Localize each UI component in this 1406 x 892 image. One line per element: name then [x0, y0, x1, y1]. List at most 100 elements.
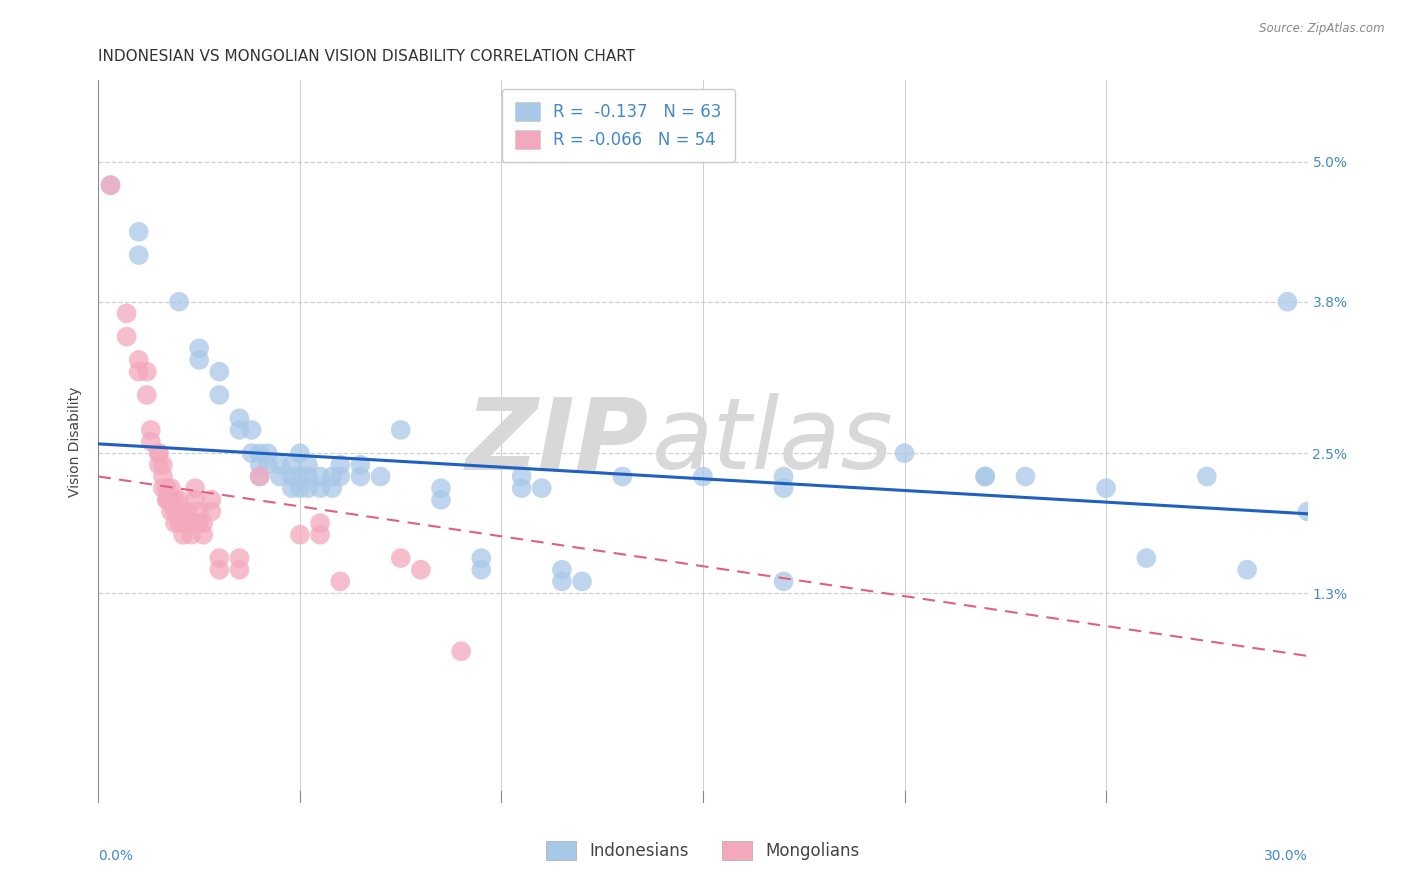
Point — [193, 516, 215, 530]
Point — [249, 446, 271, 460]
Point — [160, 504, 183, 518]
Text: Source: ZipAtlas.com: Source: ZipAtlas.com — [1260, 22, 1385, 36]
Point — [288, 481, 311, 495]
Point — [510, 481, 533, 495]
Point — [288, 469, 311, 483]
Point — [309, 528, 332, 542]
Point — [329, 458, 352, 472]
Point — [551, 574, 574, 589]
Point — [208, 563, 231, 577]
Point — [772, 481, 794, 495]
Point — [128, 225, 150, 239]
Point — [510, 469, 533, 483]
Point — [172, 504, 194, 518]
Point — [228, 551, 250, 566]
Point — [100, 178, 122, 193]
Point — [163, 492, 186, 507]
Point — [309, 469, 332, 483]
Point — [128, 365, 150, 379]
Point — [1236, 563, 1258, 577]
Point — [163, 516, 186, 530]
Point — [152, 458, 174, 472]
Point — [571, 574, 593, 589]
Point — [288, 528, 311, 542]
Point — [152, 469, 174, 483]
Point — [389, 551, 412, 566]
Point — [409, 563, 432, 577]
Text: atlas: atlas — [652, 393, 894, 490]
Point — [1277, 294, 1299, 309]
Point — [148, 446, 170, 460]
Point — [893, 446, 915, 460]
Point — [249, 469, 271, 483]
Y-axis label: Vision Disability: Vision Disability — [69, 386, 83, 497]
Point — [249, 458, 271, 472]
Point — [309, 481, 332, 495]
Point — [148, 446, 170, 460]
Point — [184, 481, 207, 495]
Point — [135, 388, 157, 402]
Point — [321, 481, 343, 495]
Point — [188, 516, 211, 530]
Text: 0.0%: 0.0% — [98, 849, 134, 863]
Point — [470, 551, 492, 566]
Point — [269, 458, 291, 472]
Point — [974, 469, 997, 483]
Point — [329, 574, 352, 589]
Point — [974, 469, 997, 483]
Point — [309, 516, 332, 530]
Text: INDONESIAN VS MONGOLIAN VISION DISABILITY CORRELATION CHART: INDONESIAN VS MONGOLIAN VISION DISABILIT… — [98, 49, 636, 64]
Point — [180, 528, 202, 542]
Point — [228, 563, 250, 577]
Point — [1135, 551, 1157, 566]
Point — [692, 469, 714, 483]
Point — [551, 563, 574, 577]
Point — [208, 551, 231, 566]
Point — [1195, 469, 1218, 483]
Point — [612, 469, 634, 483]
Point — [288, 446, 311, 460]
Point — [167, 294, 190, 309]
Point — [128, 248, 150, 262]
Point — [349, 458, 371, 472]
Point — [256, 446, 278, 460]
Point — [281, 481, 304, 495]
Point — [297, 458, 319, 472]
Point — [200, 492, 222, 507]
Text: ZIP: ZIP — [465, 393, 648, 490]
Point — [228, 411, 250, 425]
Point — [148, 458, 170, 472]
Point — [193, 528, 215, 542]
Point — [370, 469, 392, 483]
Point — [160, 481, 183, 495]
Point — [188, 504, 211, 518]
Point — [167, 492, 190, 507]
Point — [200, 504, 222, 518]
Point — [160, 492, 183, 507]
Point — [176, 516, 198, 530]
Point — [180, 516, 202, 530]
Point — [297, 469, 319, 483]
Point — [450, 644, 472, 658]
Point — [172, 516, 194, 530]
Point — [228, 423, 250, 437]
Point — [208, 388, 231, 402]
Point — [152, 481, 174, 495]
Point — [156, 481, 179, 495]
Point — [156, 492, 179, 507]
Point — [208, 365, 231, 379]
Point — [163, 504, 186, 518]
Point — [256, 458, 278, 472]
Point — [772, 574, 794, 589]
Point — [1296, 504, 1319, 518]
Legend: Indonesians, Mongolians: Indonesians, Mongolians — [540, 834, 866, 867]
Text: 30.0%: 30.0% — [1264, 849, 1308, 863]
Point — [167, 516, 190, 530]
Point — [172, 528, 194, 542]
Point — [269, 469, 291, 483]
Point — [156, 492, 179, 507]
Point — [1014, 469, 1036, 483]
Point — [240, 423, 263, 437]
Point — [281, 458, 304, 472]
Point — [167, 504, 190, 518]
